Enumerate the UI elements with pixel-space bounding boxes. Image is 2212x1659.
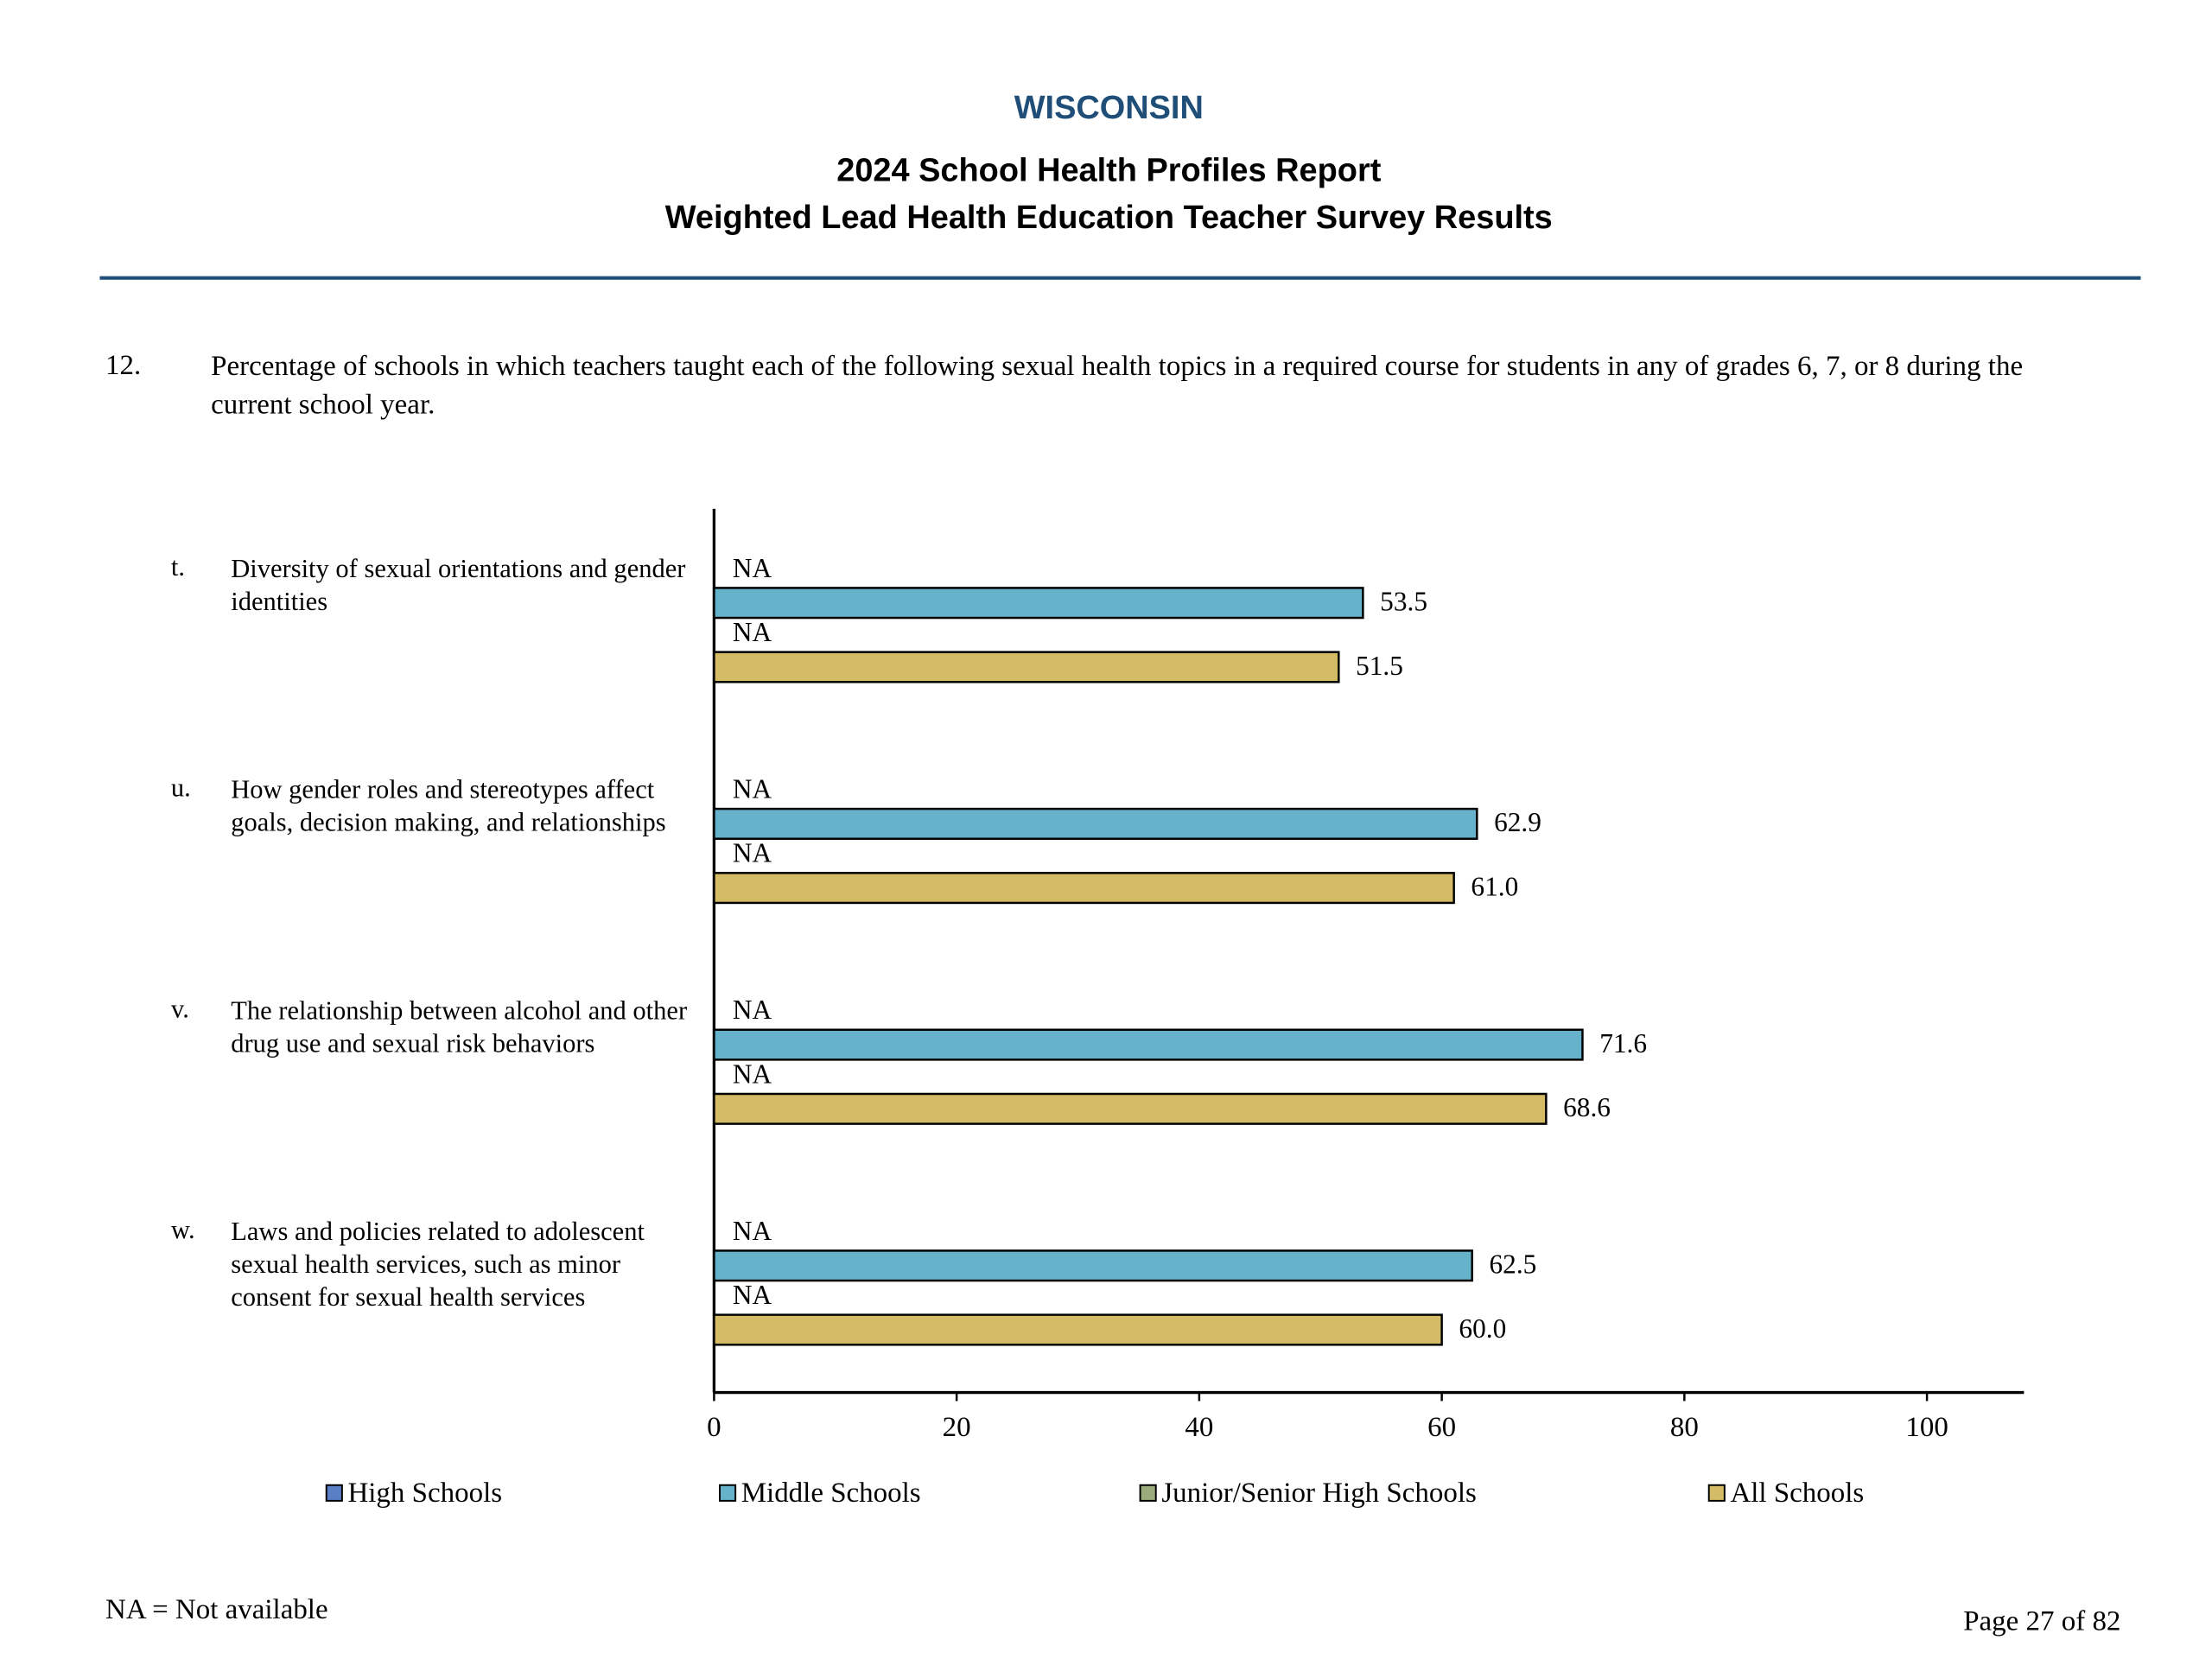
na-label: NA xyxy=(733,773,772,804)
category-letter: v. xyxy=(171,994,189,1023)
bar xyxy=(713,1249,1473,1282)
report-subtitle: Weighted Lead Health Education Teacher S… xyxy=(665,200,1553,236)
legend-swatch xyxy=(1139,1484,1157,1502)
question-number: 12. xyxy=(105,350,141,381)
na-label: NA xyxy=(733,617,772,647)
value-label: 62.9 xyxy=(1494,807,1541,837)
category-letter: u. xyxy=(171,773,191,803)
question-box: Percentage of schools in which teachers … xyxy=(211,350,2024,421)
page-number: Page 27 of 82 xyxy=(1963,1605,2120,1637)
na-label: NA xyxy=(733,1058,772,1089)
x-tick-label: 0 xyxy=(707,1412,721,1443)
x-tick-label: 20 xyxy=(943,1412,971,1443)
bar xyxy=(713,1028,1584,1061)
legend-label: All Schools xyxy=(1730,1478,1864,1509)
category-box: How gender roles and stereotypes affect … xyxy=(231,776,666,838)
question-text: Percentage of schools in which teachers … xyxy=(211,350,2024,421)
bar xyxy=(713,807,1478,840)
na-label: NA xyxy=(733,553,772,583)
category-box: Laws and policies related to adolescent … xyxy=(231,1217,645,1313)
value-label: 53.5 xyxy=(1380,587,1427,617)
report-title: 2024 School Health Profiles Report xyxy=(836,153,1381,189)
value-label: 51.5 xyxy=(1356,651,1403,681)
state-title: WISCONSIN xyxy=(1014,90,1204,126)
category-label: The relationship between alcohol and oth… xyxy=(231,996,688,1058)
legend-label: Junior/Senior High Schools xyxy=(1161,1478,1476,1509)
value-label: 68.6 xyxy=(1563,1092,1611,1122)
na-label: NA xyxy=(733,1216,772,1246)
value-label: 62.5 xyxy=(1490,1249,1537,1280)
na-label: NA xyxy=(733,1280,772,1310)
category-label: Diversity of sexual orientations and gen… xyxy=(231,555,686,617)
bar xyxy=(713,1092,1548,1125)
footnote: NA = Not available xyxy=(105,1594,328,1625)
bar xyxy=(713,587,1364,620)
na-label: NA xyxy=(733,995,772,1025)
x-tick-label: 40 xyxy=(1185,1412,1213,1443)
bar xyxy=(713,651,1340,683)
legend-swatch xyxy=(325,1484,343,1502)
category-letter: w. xyxy=(171,1215,195,1244)
x-tick-label: 100 xyxy=(1905,1412,1948,1443)
legend-label: Middle Schools xyxy=(741,1478,921,1509)
bar xyxy=(713,872,1455,905)
legend-swatch xyxy=(1707,1484,1726,1502)
value-label: 60.0 xyxy=(1459,1313,1506,1344)
legend-swatch xyxy=(718,1484,737,1502)
category-box: The relationship between alcohol and oth… xyxy=(231,996,688,1058)
value-label: 71.6 xyxy=(1599,1028,1647,1058)
category-label: Laws and policies related to adolescent … xyxy=(231,1217,645,1313)
category-box: Diversity of sexual orientations and gen… xyxy=(231,555,686,617)
na-label: NA xyxy=(733,838,772,868)
legend-label: High Schools xyxy=(347,1478,502,1509)
bar xyxy=(713,1313,1443,1346)
category-label: How gender roles and stereotypes affect … xyxy=(231,776,666,838)
x-tick-label: 80 xyxy=(1670,1412,1699,1443)
x-tick-label: 60 xyxy=(1427,1412,1456,1443)
value-label: 61.0 xyxy=(1471,871,1518,901)
category-letter: t. xyxy=(171,552,185,582)
